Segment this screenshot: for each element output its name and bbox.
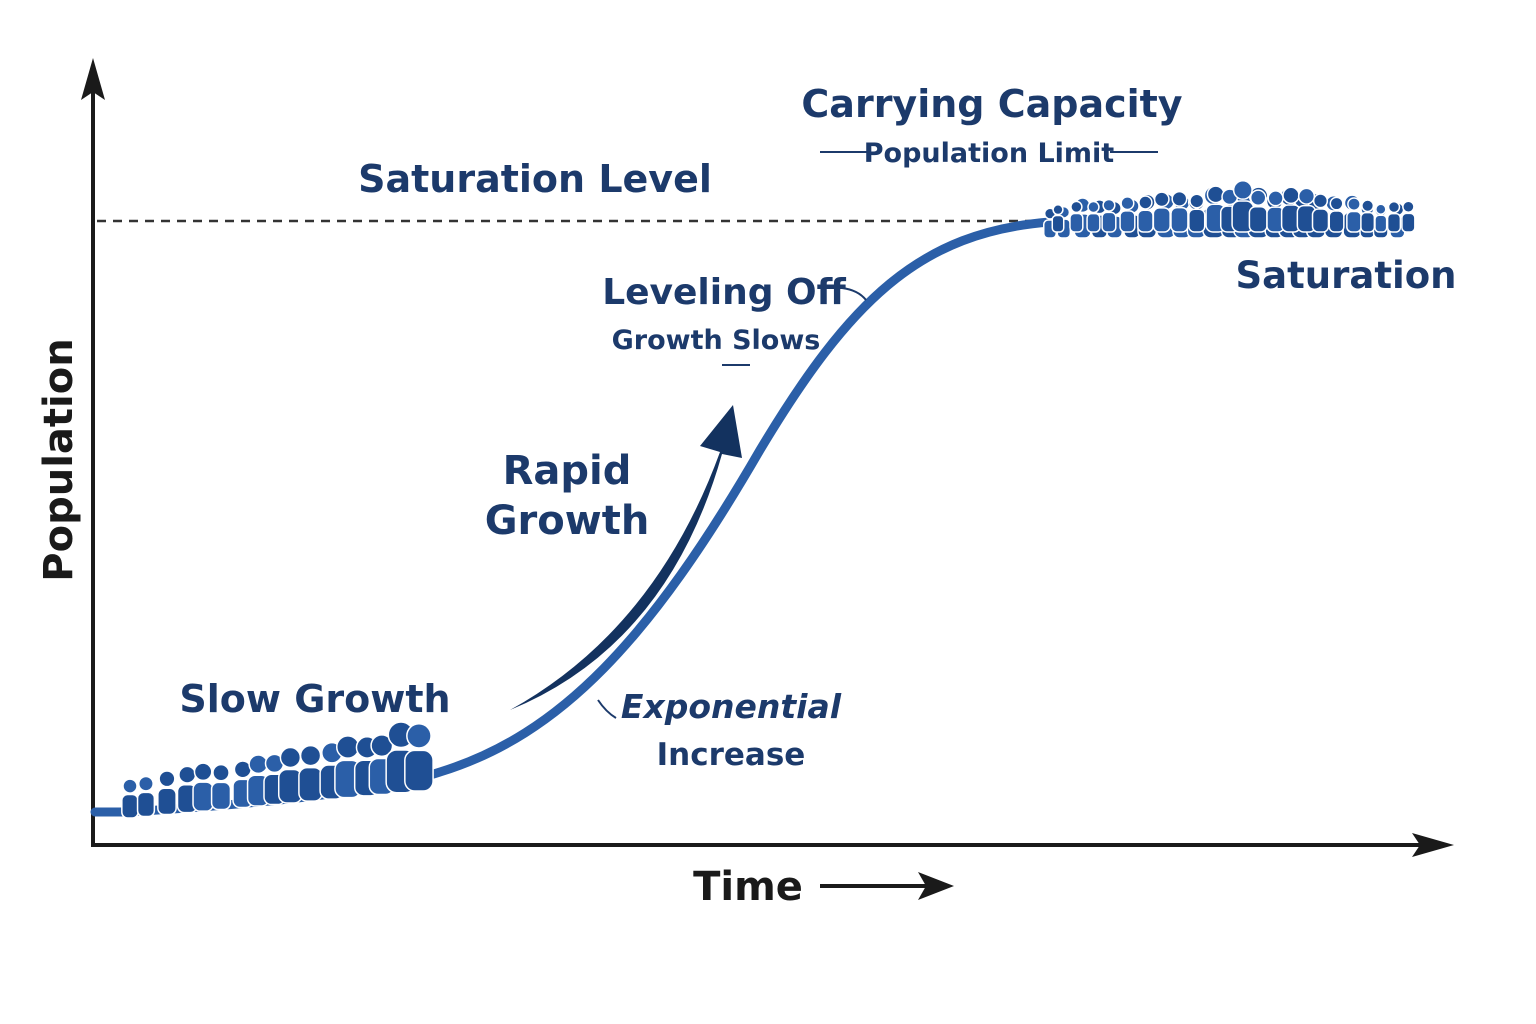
- person-icon: [246, 754, 270, 807]
- person-icon: [1069, 200, 1084, 233]
- person-icon: [1137, 195, 1154, 233]
- person-icon: [404, 722, 434, 792]
- person-icon: [1386, 200, 1402, 233]
- person-icon: [1051, 203, 1065, 233]
- increase-label: Increase: [657, 737, 806, 773]
- person-icon: [1401, 200, 1416, 233]
- connector: [597, 699, 617, 719]
- person-icon: [1296, 187, 1317, 233]
- person-icon: [1101, 198, 1117, 233]
- person-icon: [1248, 189, 1268, 233]
- person-icon: [1152, 191, 1171, 233]
- person-icon: [298, 744, 323, 802]
- person-icon: [1311, 193, 1330, 233]
- person-icon: [1086, 200, 1101, 233]
- person-icon: [1346, 197, 1362, 233]
- carrying-capacity-title: Carrying Capacity: [801, 82, 1182, 126]
- rapid-growth-arrow: [510, 405, 742, 710]
- person-icon: [319, 741, 345, 800]
- person-icon: [1231, 179, 1255, 233]
- person-icon: [277, 746, 303, 804]
- x-axis-label: Time: [693, 864, 803, 910]
- connector: [841, 287, 867, 301]
- person-icon: [1328, 196, 1345, 233]
- x-axis-arrow: [1412, 833, 1454, 857]
- saturation-label: Saturation: [1236, 254, 1457, 297]
- person-icon: [210, 763, 232, 811]
- person-icon: [1170, 190, 1189, 233]
- leveling-off-title: Leveling Off: [602, 272, 846, 313]
- exponential-label: Exponential: [621, 687, 842, 726]
- person-icon: [192, 762, 214, 812]
- carrying-capacity-subtitle: Population Limit: [864, 138, 1115, 169]
- crowds: [121, 179, 1416, 819]
- person-icon: [1119, 196, 1136, 233]
- saturation-level-label: Saturation Level: [358, 157, 712, 201]
- slow-growth-label: Slow Growth: [179, 677, 450, 721]
- y-axis-arrow: [81, 58, 105, 100]
- person-icon: [157, 770, 177, 816]
- person-icon: [136, 775, 156, 818]
- person-icon: [1188, 193, 1206, 233]
- leveling-off-subtitle: Growth Slows: [612, 325, 821, 356]
- y-axis-label: Population: [36, 338, 82, 581]
- time-arrow-head: [918, 872, 954, 900]
- person-icon: [1374, 203, 1388, 233]
- person-icon: [121, 778, 139, 819]
- rapid-growth-label: Rapid: [503, 448, 632, 494]
- rapid-growth-label: Growth: [485, 498, 650, 544]
- person-icon: [1360, 199, 1376, 233]
